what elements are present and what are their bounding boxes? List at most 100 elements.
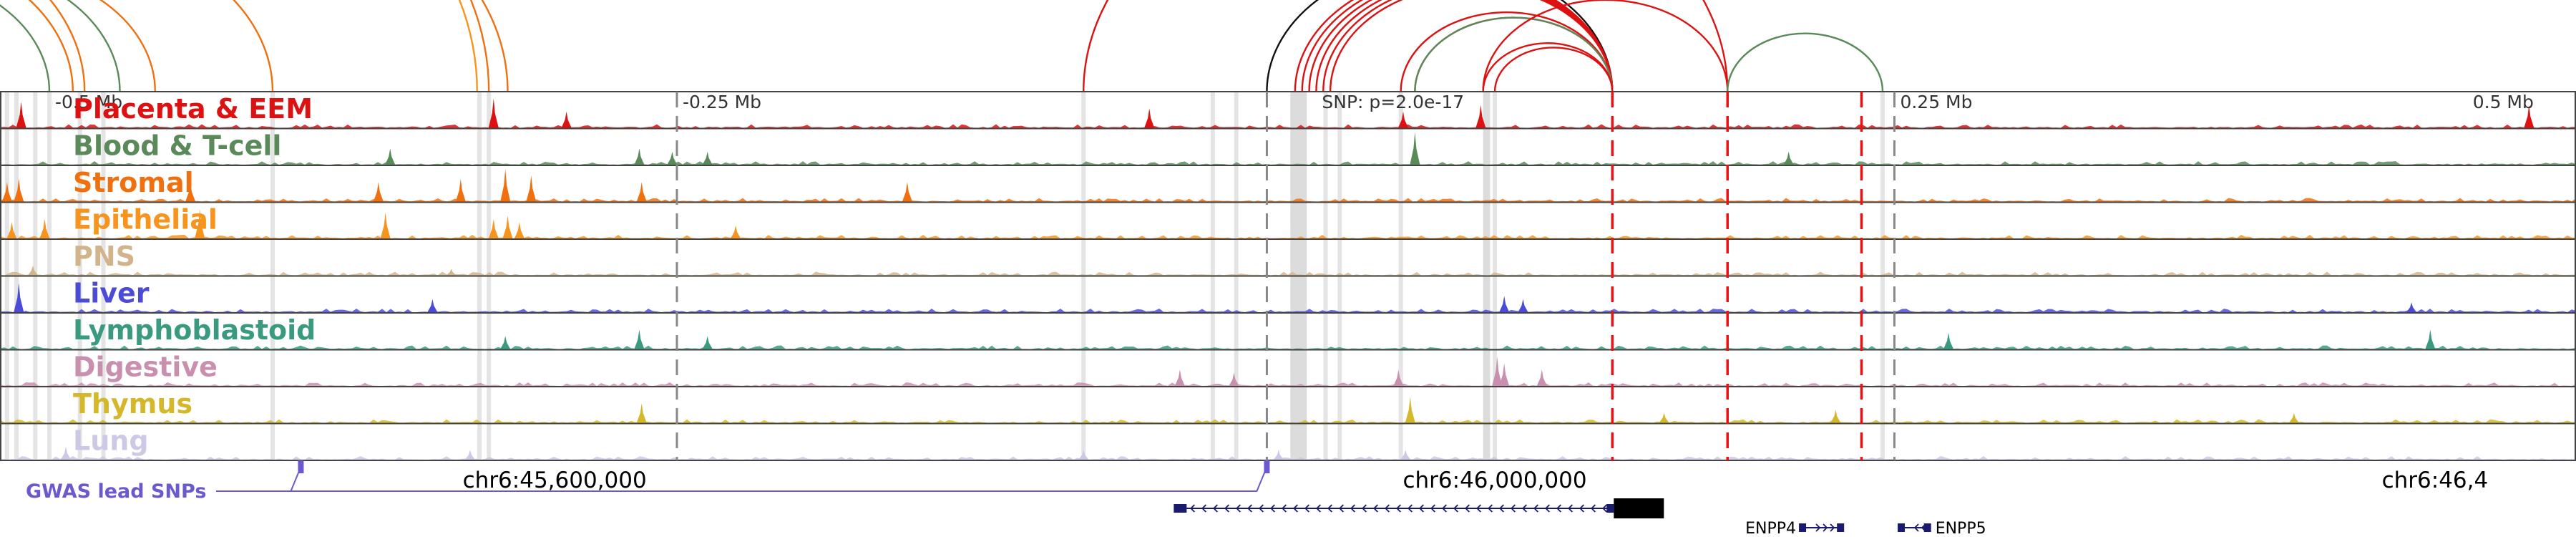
track-peak — [1397, 111, 1408, 128]
gene: CLIC5 — [1174, 498, 1664, 518]
track-peak — [39, 218, 50, 238]
track-peak — [464, 450, 475, 460]
track-signal — [0, 98, 2576, 128]
track-peak — [6, 222, 17, 238]
relative-axis: -0.5 Mb -0.25 Mb SNP: p=2.0e-17 0.25 Mb 0.5 … — [55, 92, 2534, 112]
track-signal — [0, 329, 2576, 349]
track-noise — [0, 198, 2576, 202]
track-peak — [185, 182, 196, 202]
strand-chevron — [1545, 504, 1550, 513]
loop-arc — [1414, 16, 1614, 92]
track-noise — [0, 124, 2576, 128]
track-noise — [0, 419, 2576, 423]
track-peak — [14, 178, 24, 202]
track-peak — [634, 329, 645, 349]
track-signal — [0, 209, 2576, 238]
chromatin-loop-arcs — [0, 0, 1884, 92]
track-peak — [702, 336, 713, 349]
track-label: Placenta & EEM — [73, 93, 313, 125]
track-peak — [1, 182, 12, 202]
track-peak — [526, 175, 537, 202]
track-signal — [0, 169, 2576, 202]
track-peak — [446, 268, 457, 276]
track-peak — [1405, 397, 1415, 423]
coordinate-axis: chr6:45,600,000 chr6:46,000,000 chr6:46,4 — [463, 468, 2489, 493]
track-signal — [0, 132, 2576, 165]
track-label: PNS — [73, 241, 135, 272]
track-label: Liver — [73, 278, 150, 309]
coordinate-label: chr6:45,600,000 — [463, 468, 647, 493]
loop-arc — [1329, 0, 1614, 92]
strand-chevron — [1247, 504, 1252, 513]
track-label: Blood & T-cell — [73, 130, 281, 162]
track-label: Digestive — [73, 352, 218, 383]
gwas-snp-marker — [298, 460, 304, 473]
track-noise — [0, 456, 2576, 460]
gwas-connector — [291, 462, 1268, 492]
gene: ENPP5 — [1898, 520, 1986, 537]
track-peak — [636, 403, 647, 423]
axis-tick-label: 0.25 Mb — [1900, 92, 1972, 112]
track-peak — [488, 98, 499, 128]
gene-exon — [1799, 523, 1807, 532]
track-peak — [2406, 302, 2417, 312]
track-label: Lung — [73, 425, 149, 457]
gene-exon — [1898, 523, 1906, 532]
gene-exon — [1174, 504, 1187, 513]
track-peak — [634, 148, 645, 165]
track-peak — [514, 222, 525, 238]
axis-tick-label: 0.5 Mb — [2473, 92, 2534, 112]
track-peak — [1943, 332, 1953, 349]
track-separators — [0, 91, 2576, 461]
loop-arc — [66, 0, 121, 92]
track-peak — [1410, 132, 1420, 165]
gene-exon — [1923, 523, 1931, 532]
track-peak — [1536, 369, 1547, 386]
gene-track: CLIC5 ENPP4 ENPP5 — [1174, 498, 1986, 537]
strand-chevron — [1304, 504, 1309, 513]
track-labels: Placenta & EEM Blood & T-cell Stromal Epith… — [73, 93, 316, 457]
loop-arc — [1482, 42, 1614, 92]
track-peak — [1393, 369, 1404, 386]
gwas-label: GWAS lead SNPs — [26, 480, 206, 503]
track-peak — [500, 169, 511, 202]
strand-chevron — [1453, 504, 1458, 513]
coordinate-label: chr6:46,4 — [2382, 468, 2489, 493]
track-peak — [731, 225, 741, 238]
track-peak — [1078, 450, 1089, 460]
strand-chevron — [1533, 504, 1538, 513]
strand-chevron — [1236, 504, 1241, 513]
track-peak — [373, 182, 384, 202]
strand-chevron — [1282, 504, 1287, 513]
track-label: Lymphoblastoid — [73, 314, 316, 346]
track-peak — [14, 283, 24, 312]
track-peak — [1830, 410, 1841, 423]
strand-chevron — [1430, 504, 1435, 513]
track-peak — [702, 151, 713, 165]
strand-chevron — [1568, 504, 1573, 513]
track-noise — [0, 271, 2576, 276]
gene-label: CLIC5 — [1616, 500, 1662, 518]
strand-chevron — [1556, 504, 1561, 513]
track-signal — [0, 283, 2576, 312]
track-peak — [1659, 412, 1669, 423]
track-label: Stromal — [73, 167, 194, 198]
axis-tick-label: -0.5 Mb — [55, 92, 122, 112]
strand-chevron — [1579, 504, 1584, 513]
strand-chevron — [1913, 523, 1919, 532]
strand-chevron — [1815, 523, 1821, 532]
track-signal — [0, 265, 2576, 276]
track-peak — [27, 265, 38, 276]
gene: ENPP4 — [1745, 520, 1845, 537]
track-peak — [195, 209, 205, 238]
gwas-track: GWAS lead SNPs — [26, 460, 1270, 503]
strand-chevron — [1316, 504, 1321, 513]
coordinate-label: chr6:46,000,000 — [1402, 468, 1586, 493]
gene-label: ENPP5 — [1936, 520, 1986, 537]
track-peak — [488, 218, 499, 238]
track-peak — [902, 182, 912, 202]
gene-label-box — [1614, 498, 1664, 518]
loop-arc — [1493, 47, 1614, 92]
track-signal — [0, 397, 2576, 423]
strand-chevron — [1259, 504, 1264, 513]
